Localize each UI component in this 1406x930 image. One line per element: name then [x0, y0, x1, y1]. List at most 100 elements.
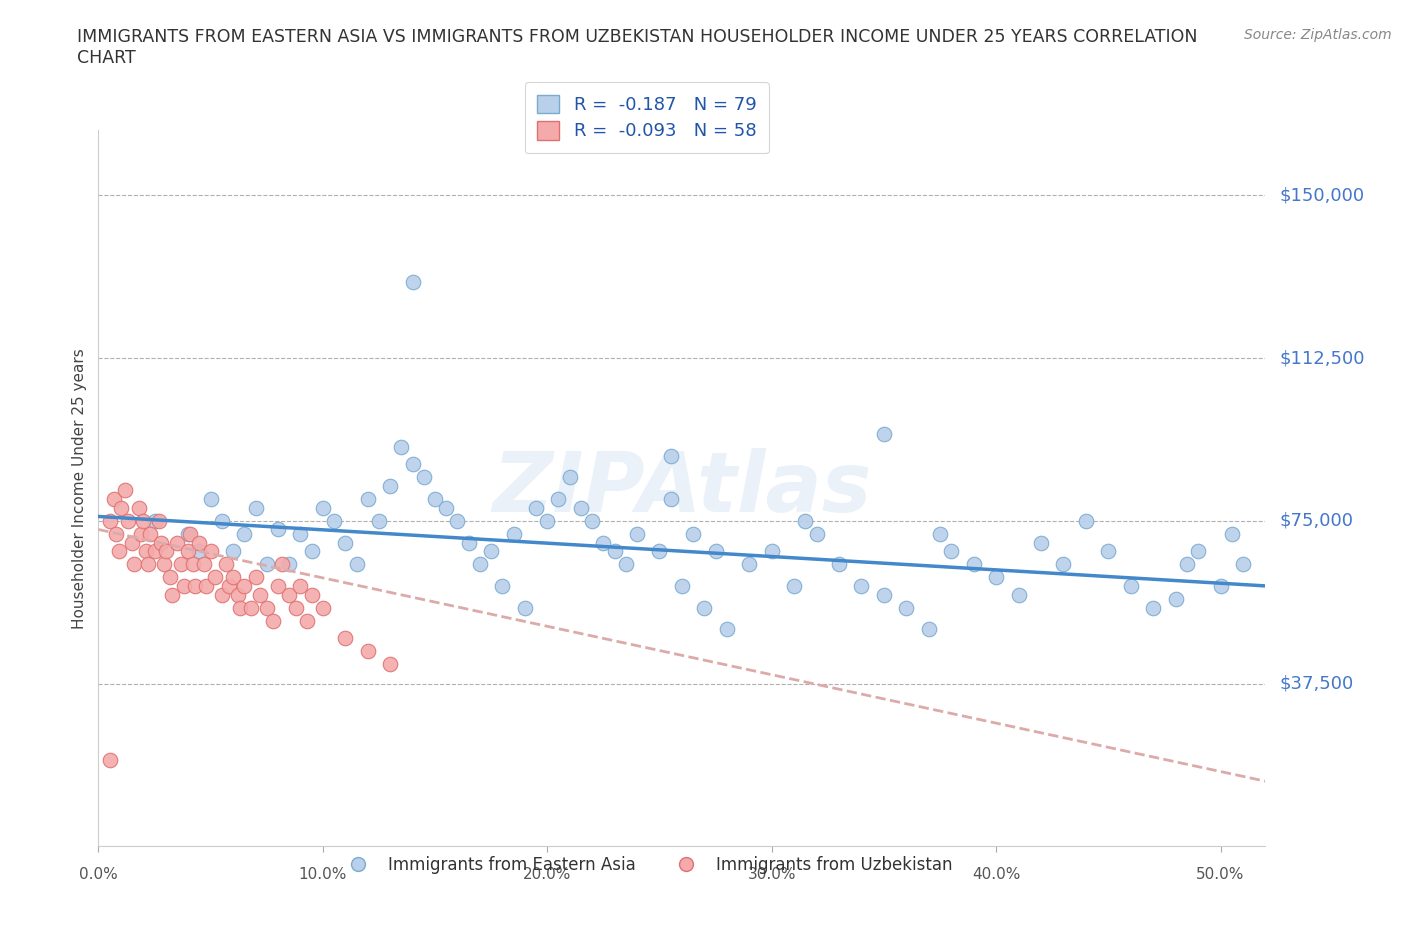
Point: [114, 483, 136, 498]
Point: [121, 535, 143, 550]
Point: [166, 535, 188, 550]
Point: [984, 570, 1007, 585]
Point: [536, 513, 558, 528]
Point: [98, 752, 121, 767]
Point: [368, 513, 391, 528]
Point: [267, 522, 290, 537]
Point: [828, 557, 851, 572]
Text: 40.0%: 40.0%: [972, 867, 1021, 883]
Point: [152, 557, 174, 572]
Point: [143, 544, 166, 559]
Point: [267, 578, 290, 593]
Point: [335, 631, 357, 645]
Text: IMMIGRANTS FROM EASTERN ASIA VS IMMIGRANTS FROM UZBEKISTAN HOUSEHOLDER INCOME UN: IMMIGRANTS FROM EASTERN ASIA VS IMMIGRAN…: [77, 28, 1198, 67]
Point: [1007, 587, 1029, 602]
Point: [177, 526, 200, 541]
Point: [357, 492, 380, 507]
Point: [256, 557, 278, 572]
Point: [659, 448, 682, 463]
Point: [806, 526, 828, 541]
Text: Source: ZipAtlas.com: Source: ZipAtlas.com: [1244, 28, 1392, 42]
Text: $37,500: $37,500: [1279, 674, 1354, 693]
Point: [851, 578, 873, 593]
Point: [245, 570, 267, 585]
Text: $112,500: $112,500: [1279, 349, 1365, 367]
Point: [423, 492, 446, 507]
Legend: Immigrants from Eastern Asia, Immigrants from Uzbekistan: Immigrants from Eastern Asia, Immigrants…: [335, 850, 959, 881]
Point: [626, 526, 648, 541]
Point: [614, 557, 637, 572]
Point: [1119, 578, 1142, 593]
Text: 10.0%: 10.0%: [298, 867, 347, 883]
Point: [491, 578, 513, 593]
Point: [659, 492, 682, 507]
Point: [184, 578, 207, 593]
Point: [1175, 557, 1198, 572]
Point: [761, 544, 783, 559]
Point: [240, 600, 263, 615]
Point: [245, 500, 267, 515]
Point: [941, 544, 963, 559]
Point: [188, 535, 211, 550]
Point: [1164, 591, 1187, 606]
Point: [110, 500, 132, 515]
Point: [211, 513, 233, 528]
Point: [211, 587, 233, 602]
Point: [222, 544, 245, 559]
Point: [128, 500, 150, 515]
Point: [524, 500, 547, 515]
Point: [226, 587, 249, 602]
Point: [1052, 557, 1074, 572]
Point: [256, 600, 278, 615]
Point: [132, 513, 155, 528]
Point: [335, 535, 357, 550]
Point: [139, 526, 162, 541]
Point: [135, 544, 157, 559]
Point: [204, 570, 226, 585]
Point: [98, 513, 121, 528]
Y-axis label: Householder Income Under 25 years: Householder Income Under 25 years: [72, 348, 87, 629]
Point: [284, 600, 307, 615]
Point: [929, 526, 952, 541]
Point: [547, 492, 569, 507]
Point: [179, 526, 201, 541]
Point: [295, 613, 318, 628]
Point: [502, 526, 524, 541]
Point: [177, 544, 200, 559]
Point: [173, 578, 195, 593]
Point: [148, 513, 170, 528]
Point: [896, 600, 918, 615]
Point: [312, 500, 335, 515]
Point: [193, 557, 215, 572]
Point: [671, 578, 693, 593]
Point: [1097, 544, 1119, 559]
Point: [159, 570, 181, 585]
Point: [222, 570, 245, 585]
Point: [181, 557, 204, 572]
Point: [479, 544, 502, 559]
Point: [103, 492, 125, 507]
Point: [346, 557, 368, 572]
Point: [693, 600, 716, 615]
Point: [738, 557, 761, 572]
Point: [105, 526, 128, 541]
Point: [143, 513, 166, 528]
Point: [558, 470, 581, 485]
Point: [380, 657, 402, 671]
Point: [162, 587, 184, 602]
Point: [262, 613, 284, 628]
Text: 0.0%: 0.0%: [79, 867, 118, 883]
Point: [648, 544, 671, 559]
Point: [389, 440, 412, 455]
Point: [603, 544, 626, 559]
Text: $150,000: $150,000: [1279, 186, 1364, 205]
Point: [468, 557, 491, 572]
Point: [136, 557, 159, 572]
Point: [357, 644, 380, 658]
Point: [215, 557, 238, 572]
Point: [380, 479, 402, 494]
Point: [569, 500, 592, 515]
Point: [323, 513, 346, 528]
Point: [412, 470, 434, 485]
Point: [195, 578, 218, 593]
